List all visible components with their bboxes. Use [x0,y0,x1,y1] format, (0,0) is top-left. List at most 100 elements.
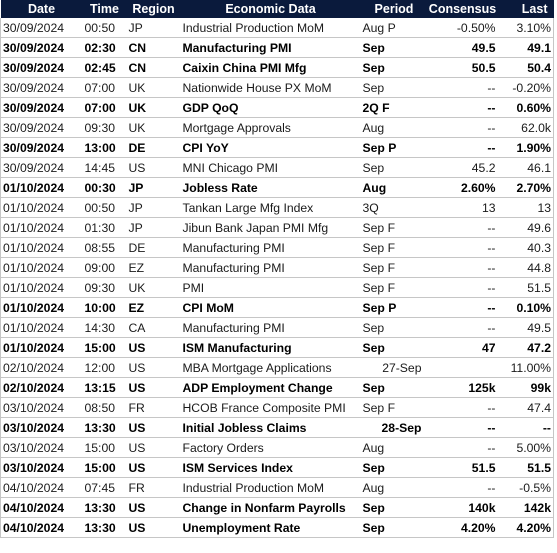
cell-time: 14:45 [82,157,127,178]
cell-period: 2Q F [360,97,428,118]
cell-last: -0.20% [497,77,554,98]
cell-period: Sep [360,377,428,398]
table-row: 03/10/2024 08:50 FR HCOB France Composite P… [0,397,554,418]
header-row: Date Time Region Economic Data Period Co… [0,0,554,18]
table-row: 03/10/2024 13:30 US Initial Jobless Claims 2… [0,417,554,438]
cell-region: DE [126,137,181,158]
cell-time: 13:30 [82,517,127,538]
cell-region: US [126,417,181,438]
cell-region: US [126,437,181,458]
cell-last: 46.1 [497,157,554,178]
cell-date: 04/10/2024 [0,477,83,498]
cell-region: US [126,517,181,538]
cell-last: 11.00% [497,357,554,378]
cell-consensus: -- [427,277,498,298]
cell-consensus: 51.5 [427,457,498,478]
cell-consensus: 140k [427,497,498,518]
cell-time: 08:50 [82,397,127,418]
table-row: 01/10/2024 09:00 EZ Manufacturing PMI Sep F-… [0,257,554,278]
cell-economic-data: Industrial Production MoM [180,18,361,38]
cell-period: Sep [360,157,428,178]
cell-time: 13:30 [82,497,127,518]
cell-economic-data: Change in Nonfarm Payrolls [180,497,361,518]
cell-period: Sep [360,457,428,478]
cell-period: Sep [360,77,428,98]
cell-region: JP [126,217,181,238]
cell-time: 12:00 [82,357,127,378]
cell-period: Sep [360,57,428,78]
cell-consensus: 47 [427,337,498,358]
cell-consensus: -- [427,437,498,458]
cell-last: 2.70% [497,177,554,198]
cell-date: 02/10/2024 [0,377,83,398]
cell-date: 30/09/2024 [0,157,83,178]
cell-region: UK [126,77,181,98]
cell-time: 02:45 [82,57,127,78]
cell-period: Aug [360,437,428,458]
cell-economic-data: GDP QoQ [180,97,361,118]
cell-region: JP [126,197,181,218]
cell-date: 02/10/2024 [0,357,83,378]
cell-date: 04/10/2024 [0,517,83,538]
cell-region: EZ [126,257,181,278]
cell-date: 30/09/2024 [0,97,83,118]
cell-consensus: -- [427,317,498,338]
cell-economic-data: Jobless Rate [180,177,361,198]
cell-region: US [126,157,181,178]
cell-economic-data: HCOB France Composite PMI [180,397,361,418]
cell-date: 30/09/2024 [0,37,83,58]
cell-last: 5.00% [497,437,554,458]
cell-region: US [126,357,181,378]
table-row: 04/10/2024 07:45 FR Industrial Production M… [0,477,554,498]
cell-date: 03/10/2024 [0,397,83,418]
cell-economic-data: PMI [180,277,361,298]
cell-last: 62.0k [497,117,554,138]
table-row: 01/10/2024 00:50 JP Tankan Large Mfg Index 3… [0,197,554,218]
cell-region: US [126,337,181,358]
table-row: 30/09/2024 00:50 JP Industrial Production M… [0,18,554,38]
cell-time: 00:30 [82,177,127,198]
table-row: 04/10/2024 13:30 US Unemployment Rate Sep 4.2… [0,517,554,538]
cell-time: 10:00 [82,297,127,318]
cell-last: 44.8 [497,257,554,278]
table-body: 30/09/2024 00:50 JP Industrial Production M… [0,18,554,538]
cell-period: Sep F [360,277,428,298]
cell-time: 09:30 [82,277,127,298]
cell-time: 07:00 [82,97,127,118]
column-header-consensus: Consensus [427,0,498,18]
table-row: 01/10/2024 09:30 UK PMI Sep F -- 51.5 [0,277,554,298]
cell-date: 30/09/2024 [0,77,83,98]
cell-last: 99k [497,377,554,398]
cell-date: 04/10/2024 [0,497,83,518]
cell-economic-data: MBA Mortgage Applications [180,357,361,378]
cell-period: Sep P [360,297,428,318]
cell-economic-data: Initial Jobless Claims [180,417,361,438]
cell-consensus: 2.60% [427,177,498,198]
cell-last: 49.6 [497,217,554,238]
cell-last: 49.1 [497,37,554,58]
table-row: 30/09/2024 14:45 US MNI Chicago PMI Sep 45.2 4… [0,157,554,178]
cell-period: Aug P [360,18,428,38]
table-row: 01/10/2024 00:30 JP Jobless Rate Aug 2.60% 2.7… [0,177,554,198]
cell-date: 01/10/2024 [0,297,83,318]
cell-period: Sep F [360,397,428,418]
cell-time: 02:30 [82,37,127,58]
cell-economic-data: Caixin China PMI Mfg [180,57,361,78]
cell-region: US [126,377,181,398]
cell-last: 50.4 [497,57,554,78]
cell-date: 01/10/2024 [0,217,83,238]
table-row: 03/10/2024 15:00 US ISM Services Index Sep 51… [0,457,554,478]
cell-time: 13:15 [82,377,127,398]
cell-economic-data: Jibun Bank Japan PMI Mfg [180,217,361,238]
cell-economic-data: Nationwide House PX MoM [180,77,361,98]
cell-region: JP [126,177,181,198]
cell-time: 08:55 [82,237,127,258]
cell-time: 01:30 [82,217,127,238]
table-row: 30/09/2024 07:00 UK Nationwide House PX MoM… [0,77,554,98]
cell-date: 03/10/2024 [0,457,83,478]
cell-last: 4.20% [497,517,554,538]
table-row: 30/09/2024 09:30 UK Mortgage Approvals Aug --… [0,117,554,138]
cell-last: 0.60% [497,97,554,118]
cell-region: CA [126,317,181,338]
